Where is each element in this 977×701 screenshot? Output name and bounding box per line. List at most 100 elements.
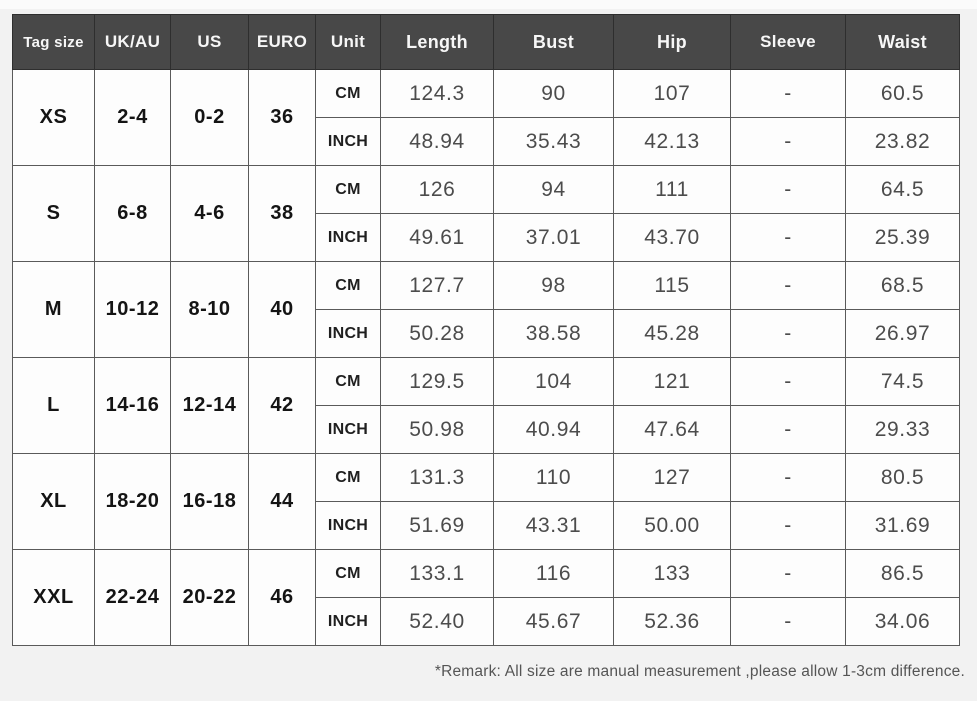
- unit-cell: INCH: [315, 405, 381, 454]
- table-row-xl-inch: INCH 51.69 43.31 50.00 - 31.69: [13, 501, 960, 550]
- hip-cell: 111: [613, 165, 731, 214]
- hip-cell: 115: [613, 261, 731, 310]
- table-row-s-cm: S 6-8 4-6 38 CM 126 94 111 - 64.5: [12, 165, 960, 262]
- remark-note: *Remark: All size are manual measurement…: [434, 663, 965, 680]
- table-row-l-cm: L 14-16 12-14 42 CM 129.5 104 121 - 74.5: [12, 357, 960, 454]
- length-cell: 124.3: [380, 69, 494, 118]
- waist-cell: 31.69: [845, 501, 960, 550]
- hip-cell: 50.00: [613, 501, 731, 550]
- sleeve-cell: -: [730, 69, 846, 118]
- bust-cell: 98: [493, 261, 614, 310]
- size-chart-table: Tag size UK/AU US EURO Unit Length Bust …: [12, 14, 960, 646]
- bust-cell: 110: [493, 453, 614, 502]
- waist-cell: 60.5: [845, 69, 960, 118]
- bust-cell: 94: [493, 165, 614, 214]
- bust-cell: 35.43: [493, 117, 614, 166]
- hip-cell: 45.28: [613, 309, 731, 358]
- header-sleeve: Sleeve: [730, 14, 846, 70]
- length-cell: 51.69: [380, 501, 494, 550]
- us-cell: 0-2: [170, 69, 249, 166]
- waist-cell: 23.82: [845, 117, 960, 166]
- unit-cell: INCH: [315, 213, 381, 262]
- us-cell: 16-18: [170, 453, 249, 550]
- us-cell: 8-10: [170, 261, 249, 358]
- tag-size-cell: S: [12, 165, 95, 262]
- length-cell: 133.1: [380, 549, 494, 598]
- waist-cell: 29.33: [845, 405, 960, 454]
- tag-size-cell: XL: [12, 453, 95, 550]
- table-row-xl-cm: XL 18-20 16-18 44 CM 131.3 110 127 - 80.…: [12, 453, 960, 550]
- sleeve-cell: -: [730, 597, 846, 646]
- table-row-xxl-cm: XXL 22-24 20-22 46 CM 133.1 116 133 - 86…: [12, 549, 960, 646]
- sleeve-cell: -: [730, 501, 846, 550]
- euro-cell: 46: [248, 549, 316, 646]
- length-cell: 129.5: [380, 357, 494, 406]
- table-row-m-cm: M 10-12 8-10 40 CM 127.7 98 115 - 68.5: [12, 261, 960, 358]
- unit-cell: INCH: [315, 597, 381, 646]
- length-cell: 127.7: [380, 261, 494, 310]
- sleeve-cell: -: [730, 405, 846, 454]
- uk-au-cell: 14-16: [94, 357, 171, 454]
- waist-cell: 68.5: [845, 261, 960, 310]
- header-unit: Unit: [315, 14, 381, 70]
- length-cell: 50.98: [380, 405, 494, 454]
- euro-cell: 36: [248, 69, 316, 166]
- sleeve-cell: -: [730, 309, 846, 358]
- unit-cell: CM: [315, 261, 381, 310]
- table-row-xs-inch: INCH 48.94 35.43 42.13 - 23.82: [13, 117, 960, 166]
- sleeve-cell: -: [730, 549, 846, 598]
- length-cell: 131.3: [380, 453, 494, 502]
- length-cell: 49.61: [380, 213, 494, 262]
- header-hip: Hip: [613, 14, 731, 70]
- length-cell: 50.28: [380, 309, 494, 358]
- waist-cell: 74.5: [845, 357, 960, 406]
- table-row-l-inch: INCH 50.98 40.94 47.64 - 29.33: [13, 405, 960, 454]
- header-bust: Bust: [493, 14, 614, 70]
- euro-cell: 42: [248, 357, 316, 454]
- uk-au-cell: 2-4: [94, 69, 171, 166]
- euro-cell: 40: [248, 261, 316, 358]
- length-cell: 52.40: [380, 597, 494, 646]
- sleeve-cell: -: [730, 453, 846, 502]
- table-row-xxl-inch: INCH 52.40 45.67 52.36 - 34.06: [13, 597, 960, 646]
- hip-cell: 47.64: [613, 405, 731, 454]
- unit-cell: CM: [315, 357, 381, 406]
- header-euro: EURO: [248, 14, 316, 70]
- tag-size-cell: XXL: [12, 549, 95, 646]
- us-cell: 4-6: [170, 165, 249, 262]
- hip-cell: 43.70: [613, 213, 731, 262]
- hip-cell: 127: [613, 453, 731, 502]
- hip-cell: 121: [613, 357, 731, 406]
- hip-cell: 133: [613, 549, 731, 598]
- tag-size-cell: L: [12, 357, 95, 454]
- uk-au-cell: 6-8: [94, 165, 171, 262]
- length-cell: 48.94: [380, 117, 494, 166]
- uk-au-cell: 10-12: [94, 261, 171, 358]
- sleeve-cell: -: [730, 357, 846, 406]
- sleeve-cell: -: [730, 117, 846, 166]
- bust-cell: 104: [493, 357, 614, 406]
- bust-cell: 45.67: [493, 597, 614, 646]
- sleeve-cell: -: [730, 165, 846, 214]
- tag-size-cell: XS: [12, 69, 95, 166]
- hip-cell: 42.13: [613, 117, 731, 166]
- waist-cell: 34.06: [845, 597, 960, 646]
- uk-au-cell: 18-20: [94, 453, 171, 550]
- sleeve-cell: -: [730, 213, 846, 262]
- euro-cell: 38: [248, 165, 316, 262]
- unit-cell: CM: [315, 69, 381, 118]
- length-cell: 126: [380, 165, 494, 214]
- unit-cell: INCH: [315, 117, 381, 166]
- euro-cell: 44: [248, 453, 316, 550]
- uk-au-cell: 22-24: [94, 549, 171, 646]
- header-tag-size: Tag size: [12, 14, 95, 70]
- us-cell: 12-14: [170, 357, 249, 454]
- unit-cell: CM: [315, 165, 381, 214]
- header-waist: Waist: [845, 14, 960, 70]
- bust-cell: 90: [493, 69, 614, 118]
- header-us: US: [170, 14, 249, 70]
- bust-cell: 116: [493, 549, 614, 598]
- header-uk-au: UK/AU: [94, 14, 171, 70]
- waist-cell: 26.97: [845, 309, 960, 358]
- bust-cell: 37.01: [493, 213, 614, 262]
